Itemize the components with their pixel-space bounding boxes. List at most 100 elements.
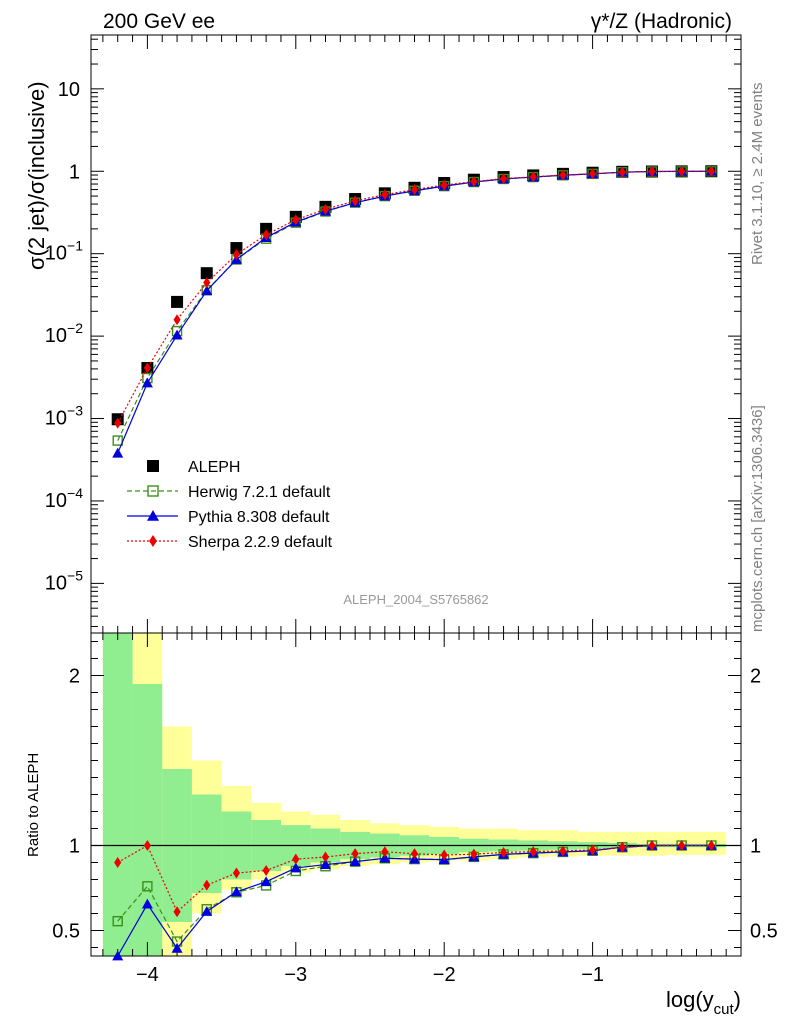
ratio-series-2-point-8 xyxy=(351,848,359,860)
ratio-ylabel: Ratio to ALEPH xyxy=(25,753,42,857)
main-series-3-point-1 xyxy=(143,362,151,374)
ratio-series-2-point-3 xyxy=(203,879,211,891)
stat-uncertainty-band-bin-0 xyxy=(102,633,133,956)
main-series-0-point-5 xyxy=(260,222,273,235)
main-y-tick-label-5: 1 xyxy=(69,161,80,183)
x-axis-label-sub: cut xyxy=(714,1001,735,1018)
main-series-3-point-3 xyxy=(203,277,211,289)
main-series-3-point-9 xyxy=(381,189,389,201)
ratio-series-2-line xyxy=(117,844,712,913)
main-series-3-point-0 xyxy=(114,417,122,429)
ratio-series-1-point-9 xyxy=(379,852,391,863)
main-series-3-point-17 xyxy=(618,166,626,178)
ratio-series-2-point-9 xyxy=(381,846,389,858)
ratio-series-1-point-4 xyxy=(230,886,242,897)
legend-label-0: ALEPH xyxy=(188,459,240,476)
main-series-2-point-3 xyxy=(201,285,213,296)
ratio-series-2-point-10 xyxy=(410,848,419,860)
ratio-series-2-point-7 xyxy=(321,851,330,863)
rivet-version-label: Rivet 3.1.10, ≥ 2.4M events xyxy=(749,83,766,266)
main-series-3-point-14 xyxy=(529,171,537,183)
main-series-0-point-3 xyxy=(200,267,213,280)
ratio-series-1-point-1 xyxy=(141,898,153,909)
legend-label-1: Herwig 7.2.1 default xyxy=(188,484,331,501)
main-series-3-point-10 xyxy=(410,184,419,196)
main-series-3-point-19 xyxy=(678,165,686,177)
ratio-series-1-point-8 xyxy=(349,856,361,867)
mcplots-label: mcplots.cern.ch [arXiv:1306.3436] xyxy=(749,405,766,632)
ratio-series-2-point-17 xyxy=(618,841,626,853)
x-axis-label-end: ) xyxy=(734,987,741,1012)
main-series-2-point-2 xyxy=(171,329,183,340)
ratio-y-tick-label-left-0: 0.5 xyxy=(52,921,80,943)
main-series-3-point-2 xyxy=(173,314,181,326)
ratio-series-2-point-0 xyxy=(114,857,122,868)
analysis-label: ALEPH_2004_S5765862 xyxy=(343,592,488,607)
ratio-series-1-point-7 xyxy=(319,859,331,869)
ratio-y-tick-label-right-0: 0.5 xyxy=(750,921,778,943)
main-series-3-point-18 xyxy=(648,166,656,178)
ratio-plot: 0.5 0.5 1 1 2 2 −4 −3 −2 −1 xyxy=(52,632,778,986)
main-series-2-point-1 xyxy=(141,377,153,388)
main-series-3-line xyxy=(117,170,712,424)
main-series-0-point-4 xyxy=(230,242,243,255)
main-series-3-point-6 xyxy=(292,214,300,226)
ratio-series-2-point-4 xyxy=(232,867,241,879)
legend-marker-3 xyxy=(149,535,157,547)
x-axis-label-main: log(y xyxy=(666,987,714,1012)
main-series-3-point-13 xyxy=(499,173,508,185)
main-series-3-point-8 xyxy=(351,195,359,207)
ratio-series-2-point-11 xyxy=(440,849,448,861)
ratio-series-2-point-12 xyxy=(470,848,478,860)
ratio-series-2-point-18 xyxy=(648,840,656,851)
ratio-series-2-point-2 xyxy=(173,906,181,918)
main-series-3-point-7 xyxy=(321,203,330,215)
main-series-3-point-16 xyxy=(589,168,597,180)
ratio-series-1-point-6 xyxy=(290,862,302,873)
ratio-y-tick-label-right-2: 2 xyxy=(750,666,761,688)
x-axis-label: log(ycut) xyxy=(666,987,741,1018)
ratio-series-2-point-5 xyxy=(262,864,270,876)
main-series-2-line xyxy=(117,170,712,454)
ratio-series-2-point-6 xyxy=(292,853,300,865)
main-series-3-point-5 xyxy=(262,229,270,241)
x-tick-label-0: −4 xyxy=(136,964,159,986)
ratio-y-tick-label-left-1: 1 xyxy=(69,836,80,858)
main-y-tick-label-6: 10 xyxy=(58,79,80,101)
ratio-series-2-point-14 xyxy=(529,846,537,858)
ratio-series-0-point-0 xyxy=(112,915,123,927)
legend: ALEPH Herwig 7.2.1 default Pythia 8.308 de… xyxy=(127,459,333,551)
main-y-tick-label-3: 10−2 xyxy=(45,320,83,347)
x-tick-label-3: −1 xyxy=(581,964,604,986)
stat-uncertainty-band-bin-1 xyxy=(132,684,163,956)
legend-marker-0 xyxy=(147,460,159,472)
main-series-1-line xyxy=(117,170,712,441)
legend-label-3: Sherpa 2.2.9 default xyxy=(188,534,333,551)
header-left: 200 GeV ee xyxy=(103,10,215,33)
ratio-series-2-point-1 xyxy=(143,840,151,851)
main-series-3-point-4 xyxy=(232,248,241,260)
x-tick-label-2: −2 xyxy=(433,964,456,986)
ratio-series-2-point-16 xyxy=(589,844,597,856)
ratio-y-tick-label-right-1: 1 xyxy=(750,836,761,858)
main-series-3-point-15 xyxy=(559,169,567,181)
legend-marker-1 xyxy=(147,485,159,497)
main-y-tick-label-2: 10−3 xyxy=(45,403,83,430)
main-plot: 10−5 10−4 10−3 10−2 10−1 1 10 xyxy=(45,34,742,634)
ratio-series-2-point-13 xyxy=(499,846,508,858)
main-series-3-point-20 xyxy=(707,165,715,177)
ratio-y-tick-label-left-2: 2 xyxy=(69,666,80,688)
stat-uncertainty-band-bin-3 xyxy=(191,794,222,894)
ratio-series-1-point-0 xyxy=(112,950,124,961)
ratio-series-0-point-1 xyxy=(142,881,153,892)
main-series-1-point-0 xyxy=(112,435,123,446)
legend-label-2: Pythia 8.308 default xyxy=(188,509,330,526)
main-series-3-point-11 xyxy=(440,179,448,191)
legend-marker-2 xyxy=(147,510,159,521)
header-right: γ*/Z (Hadronic) xyxy=(591,10,732,33)
ratio-series-2-point-15 xyxy=(559,845,567,857)
ratio-series-1-point-5 xyxy=(260,876,272,887)
main-series-0-point-2 xyxy=(171,295,184,308)
main-series-2-point-0 xyxy=(112,447,124,458)
